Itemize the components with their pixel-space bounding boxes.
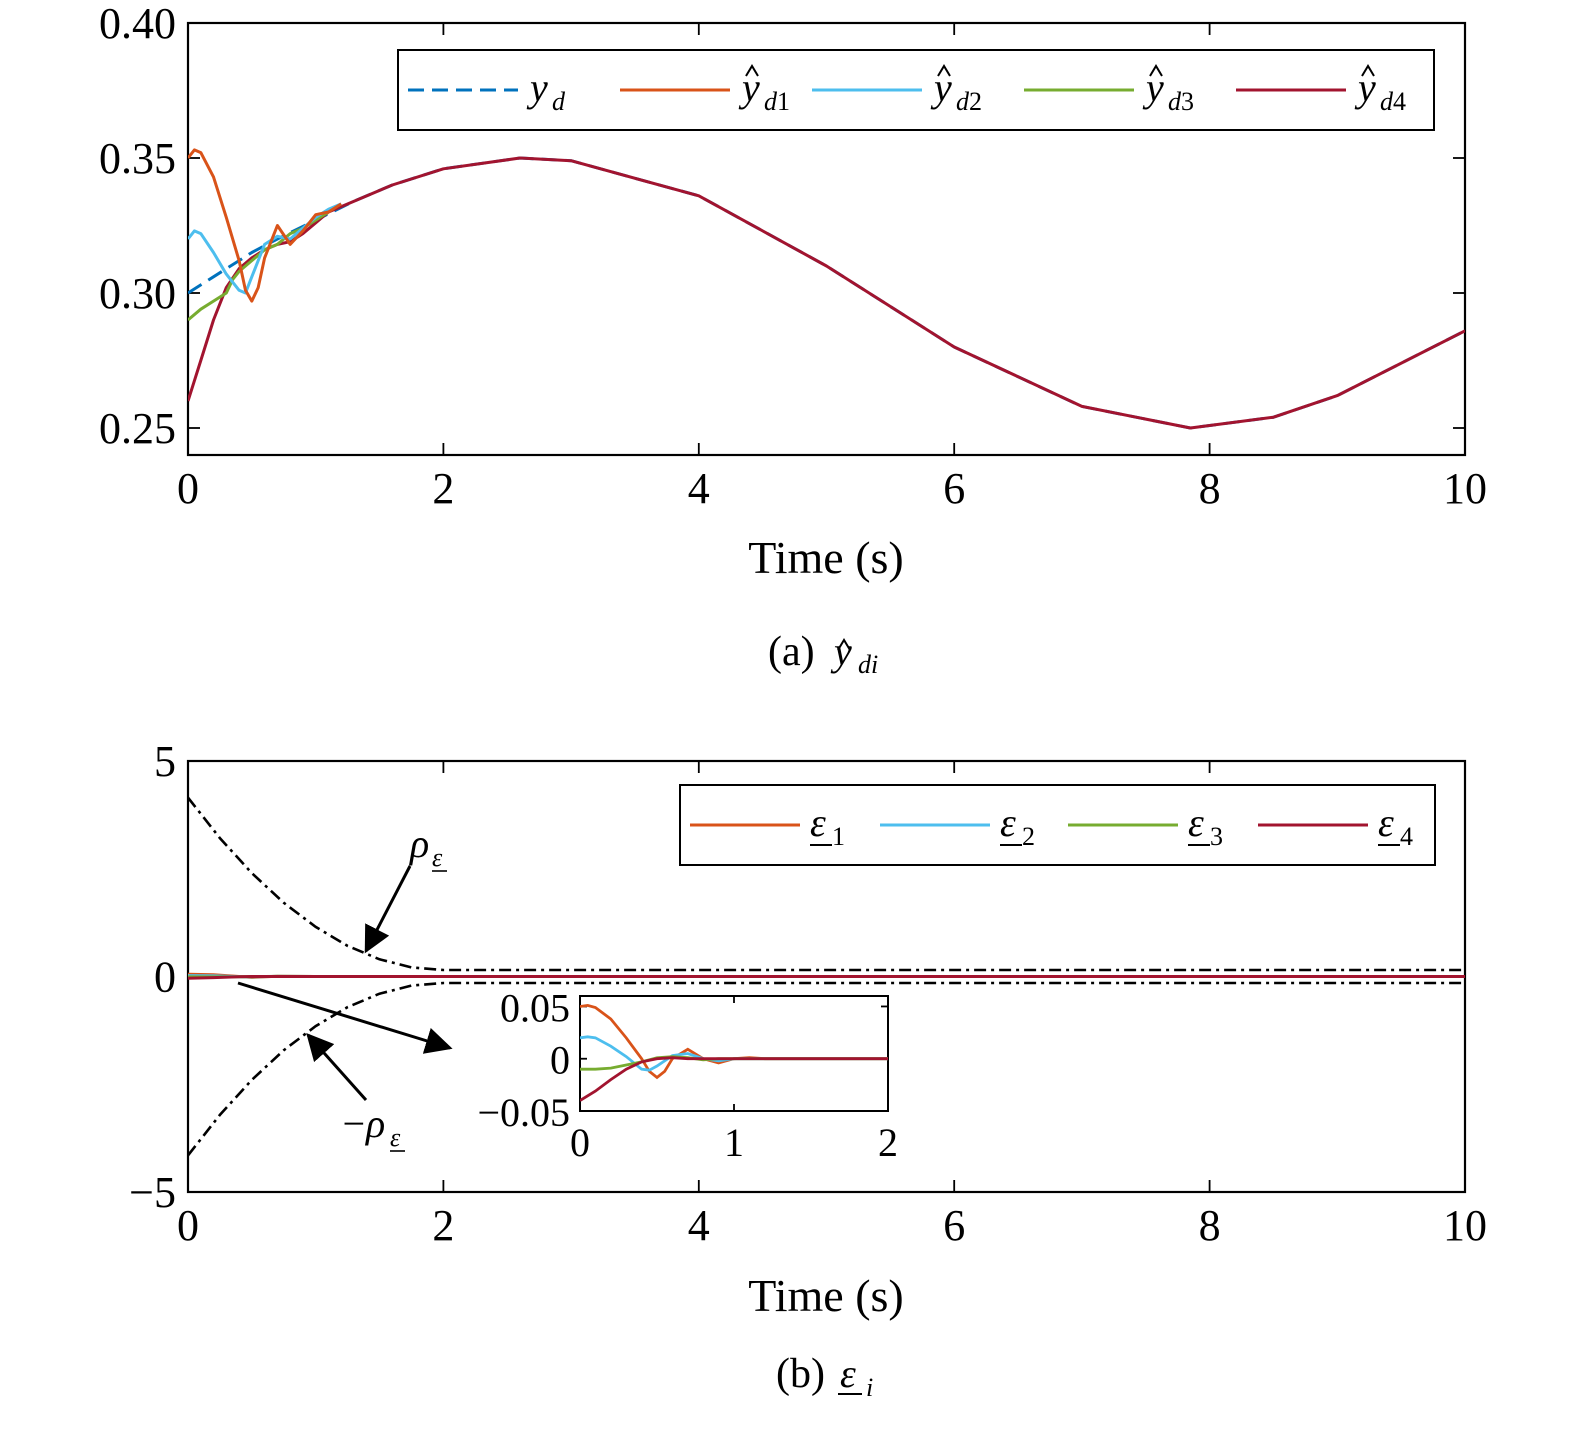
panel-a-x-tick-label: 6 <box>943 464 965 513</box>
legend-label-sub-0: 1 <box>832 822 845 851</box>
inset-series <box>580 1003 888 1102</box>
panel-b-caption-symbol: ε <box>840 1351 856 1396</box>
panel-b-annotations: ρ ε − ρ ε <box>237 821 453 1152</box>
legend-label-sub-2: d2 <box>956 87 982 116</box>
panel-a-x-tick-label: 4 <box>688 464 710 513</box>
panel-b-x-tick-label: 8 <box>1199 1201 1221 1250</box>
error-line-3 <box>188 975 1465 980</box>
panel-a-x-axis-title: Time (s) <box>748 532 904 583</box>
legend-label-2: ε <box>1188 800 1204 845</box>
panel-a-caption-hat <box>837 638 851 651</box>
panel-b-caption-prefix: (b) <box>776 1351 825 1397</box>
panel-b-x-axis-title: Time (s) <box>748 1270 904 1321</box>
series-line-1 <box>188 148 343 303</box>
lower-bound-label: − ρ ε <box>340 1101 405 1152</box>
arrow-to-inset <box>237 981 453 1054</box>
legend-label-sub-1: d1 <box>764 87 790 116</box>
panel-a-x-tick-label: 0 <box>177 464 199 513</box>
panel-b-x-tick-label: 10 <box>1443 1201 1487 1250</box>
inset-x-tick-label: 1 <box>724 1120 744 1165</box>
inset-plot-area <box>579 995 889 1112</box>
legend-label-0: y <box>526 65 548 110</box>
legend-hat-3 <box>1149 64 1163 77</box>
legend-label-4: y <box>1354 65 1376 110</box>
panel-a-caption-symbol: y <box>830 629 852 674</box>
legend-label-1: y <box>738 65 760 110</box>
legend-label-sub-3: d3 <box>1168 87 1194 116</box>
legend-label-2: y <box>930 65 952 110</box>
panel-a-legend-items: y d y d1 y d2 y d3 y d4 <box>408 64 1406 116</box>
panel-a-y-tick-label: 0.25 <box>99 404 176 453</box>
panel-b-x-tick-label: 0 <box>177 1201 199 1250</box>
legend-label-1: ε <box>1000 800 1016 845</box>
panel-b-ticks: 0 2 4 6 8 10−505 <box>129 737 1487 1250</box>
upper-bound-label-symbol: ρ <box>408 821 429 866</box>
panel-b-x-tick-label: 2 <box>432 1201 454 1250</box>
inset-x-tick-label: 2 <box>878 1120 898 1165</box>
legend-hat-1 <box>745 64 759 77</box>
panel-b-y-tick-label: −5 <box>129 1168 176 1217</box>
legend-label-sub-3: 4 <box>1400 822 1413 851</box>
inset-y-tick-label: 0 <box>550 1038 570 1083</box>
legend-label-3: y <box>1142 65 1164 110</box>
legend-hat-4 <box>1361 64 1375 77</box>
panel-b-inset: 0 1 20.050−0.05 <box>477 985 898 1165</box>
panel-a-ticks: 0 2 4 6 8 10 0.25 0.30 0.35 0.40 <box>99 0 1487 513</box>
lower-bound-line <box>188 981 1465 1157</box>
legend-label-3: ε <box>1378 800 1394 845</box>
panel-a-y-tick-label: 0.30 <box>99 269 176 318</box>
upper-bound-label: ρ ε <box>408 821 447 872</box>
panel-b-y-tick-label: 0 <box>154 953 176 1002</box>
panel-b-x-tick-label: 4 <box>688 1201 710 1250</box>
panel-a-y-tick-label: 0.35 <box>99 134 176 183</box>
panel-a-caption-sub: di <box>858 650 878 679</box>
legend-label-sub-0: d <box>552 87 566 116</box>
upper-bound-label-sub: ε <box>432 843 443 872</box>
panel-b-y-tick-label: 5 <box>154 737 176 786</box>
legend-label-sub-1: 2 <box>1022 822 1035 851</box>
panel-a-caption: (a) y di <box>768 629 878 679</box>
inset-y-tick-label: −0.05 <box>477 1090 570 1135</box>
panel-a: 0 2 4 6 8 100.250.300.350.40 y d y d1 y d2 y d3 y d4 T… <box>99 0 1487 679</box>
arrow-lower-bound <box>306 1032 368 1101</box>
legend-label-sub-4: d4 <box>1380 87 1406 116</box>
panel-a-series <box>188 148 1465 430</box>
panel-a-caption-prefix: (a) <box>768 629 815 675</box>
lower-bound-label-sub: ε <box>390 1123 401 1152</box>
panel-a-x-tick-label: 10 <box>1443 464 1487 513</box>
panel-b-caption: (b) ε i <box>776 1351 873 1402</box>
inset-y-tick-label: 0.05 <box>500 985 570 1030</box>
panel-a-y-tick-label: 0.40 <box>99 0 176 48</box>
inset-line-3 <box>580 1056 888 1102</box>
panel-b-caption-sub: i <box>866 1373 873 1402</box>
legend-label-sub-2: 3 <box>1210 822 1223 851</box>
lower-bound-label-symbol: ρ <box>364 1101 385 1146</box>
inset-ticks: 0 1 20.050−0.05 <box>477 985 898 1165</box>
panel-b-x-tick-label: 6 <box>943 1201 965 1250</box>
panel-a-legend: y d y d1 y d2 y d3 y d4 <box>397 49 1435 131</box>
inset-x-tick-label: 0 <box>570 1120 590 1165</box>
panel-b-series <box>188 796 1465 1157</box>
lower-bound-label-minus: − <box>340 1101 367 1146</box>
panel-a-x-tick-label: 2 <box>432 464 454 513</box>
upper-bound-line <box>188 796 1465 972</box>
legend-label-0: ε <box>810 800 826 845</box>
series-line-4 <box>188 156 1465 430</box>
arrow-upper-bound <box>364 865 412 954</box>
legend-hat-2 <box>937 64 951 77</box>
panel-a-x-tick-label: 8 <box>1199 464 1221 513</box>
